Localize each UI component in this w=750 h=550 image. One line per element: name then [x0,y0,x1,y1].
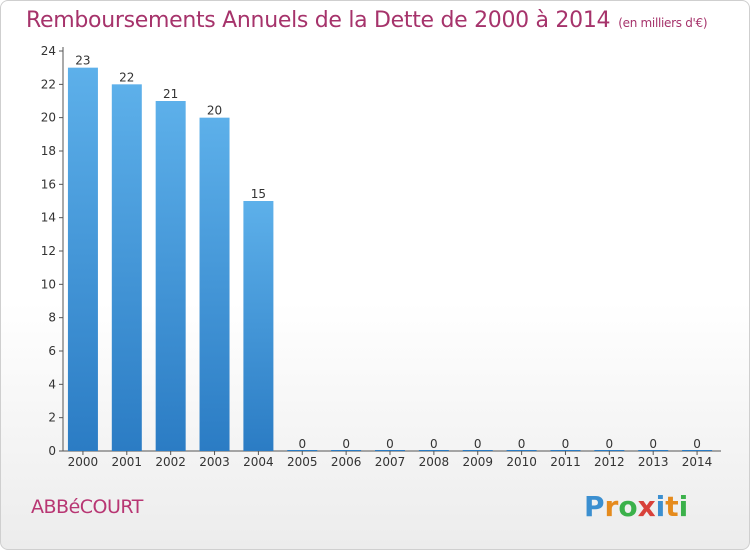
data-label: 0 [606,437,614,451]
data-label: 0 [518,437,526,451]
y-tick-label: 12 [41,244,56,258]
x-tick-label: 2011 [550,455,581,469]
data-label: 0 [386,437,394,451]
x-tick-label: 2008 [419,455,450,469]
y-tick-label: 16 [41,177,56,191]
x-tick-label: 2002 [155,455,186,469]
chart-subtitle: (en milliers d'€) [618,16,708,30]
data-label: 0 [562,437,570,451]
data-label: 23 [75,54,90,68]
x-tick-label: 2009 [462,455,493,469]
bar [67,67,98,452]
bar [199,117,230,452]
x-tick-label: 2005 [287,455,318,469]
x-tick-label: 2007 [375,455,406,469]
y-tick-label: 2 [48,411,56,425]
logo-letter: P [584,490,605,523]
bar [638,450,669,451]
data-label: 0 [474,437,482,451]
y-tick-label: 8 [48,311,56,325]
bars [67,67,713,452]
bar [462,450,493,451]
y-tick-label: 24 [41,44,56,58]
bar [418,450,449,451]
y-tick-label: 4 [48,377,56,391]
x-tick-label: 2004 [243,455,274,469]
logo-letter: o [618,490,638,523]
y-tick-label: 10 [41,277,56,291]
x-tick-label: 2006 [331,455,362,469]
x-tick-label: 2000 [68,455,99,469]
data-label: 0 [693,437,701,451]
bar [550,450,581,451]
proxiti-logo: Proxiti [584,490,688,523]
data-label: 21 [163,87,178,101]
bar [375,450,405,451]
logo-letter: x [637,490,656,523]
bar [155,101,186,451]
logo-letter: r [604,490,619,523]
chart-title-text: Remboursements Annuels de la Dette de 20… [26,8,611,33]
data-label: 0 [649,437,657,451]
bar [111,84,142,451]
data-label: 0 [430,437,438,451]
bar [506,450,537,451]
data-label: 15 [251,187,266,201]
logo-letter: t [665,490,679,523]
commune-name: ABBéCOURT [31,496,143,518]
bar [287,450,318,451]
y-tick-label: 0 [48,444,56,458]
x-tick-label: 2010 [506,455,537,469]
data-labels: 23 22 21 20 15 0 0 0 0 0 0 0 0 0 0 [75,54,701,451]
data-label: 0 [342,437,350,451]
y-tick-label: 14 [41,211,56,225]
logo-letter: i [678,490,689,523]
data-label: 22 [119,70,134,84]
bar [594,450,625,451]
logo-letter: i [655,490,666,523]
x-tick-label: 2012 [594,455,625,469]
y-tick-label: 22 [41,77,56,91]
y-tick-label: 6 [48,344,56,358]
y-tick-label: 18 [41,144,56,158]
data-label: 20 [207,104,222,118]
bar [682,450,713,451]
x-tick-label: 2013 [638,455,669,469]
x-tick-label: 2001 [112,455,143,469]
data-label: 0 [298,437,306,451]
bar [331,450,362,451]
bar [243,201,274,451]
y-tick-label: 20 [41,111,56,125]
chart-title: Remboursements Annuels de la Dette de 20… [26,8,708,33]
x-tick-label: 2014 [682,455,713,469]
x-tick-label: 2003 [199,455,230,469]
